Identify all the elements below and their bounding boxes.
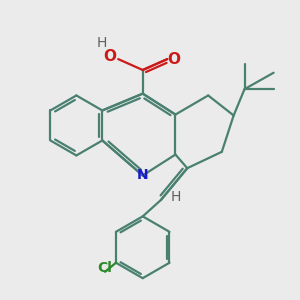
- Text: O: O: [168, 52, 181, 67]
- Text: O: O: [103, 49, 116, 64]
- Text: H: H: [171, 190, 181, 204]
- Text: N: N: [137, 169, 148, 182]
- Text: H: H: [97, 36, 107, 50]
- Text: Cl: Cl: [98, 261, 112, 275]
